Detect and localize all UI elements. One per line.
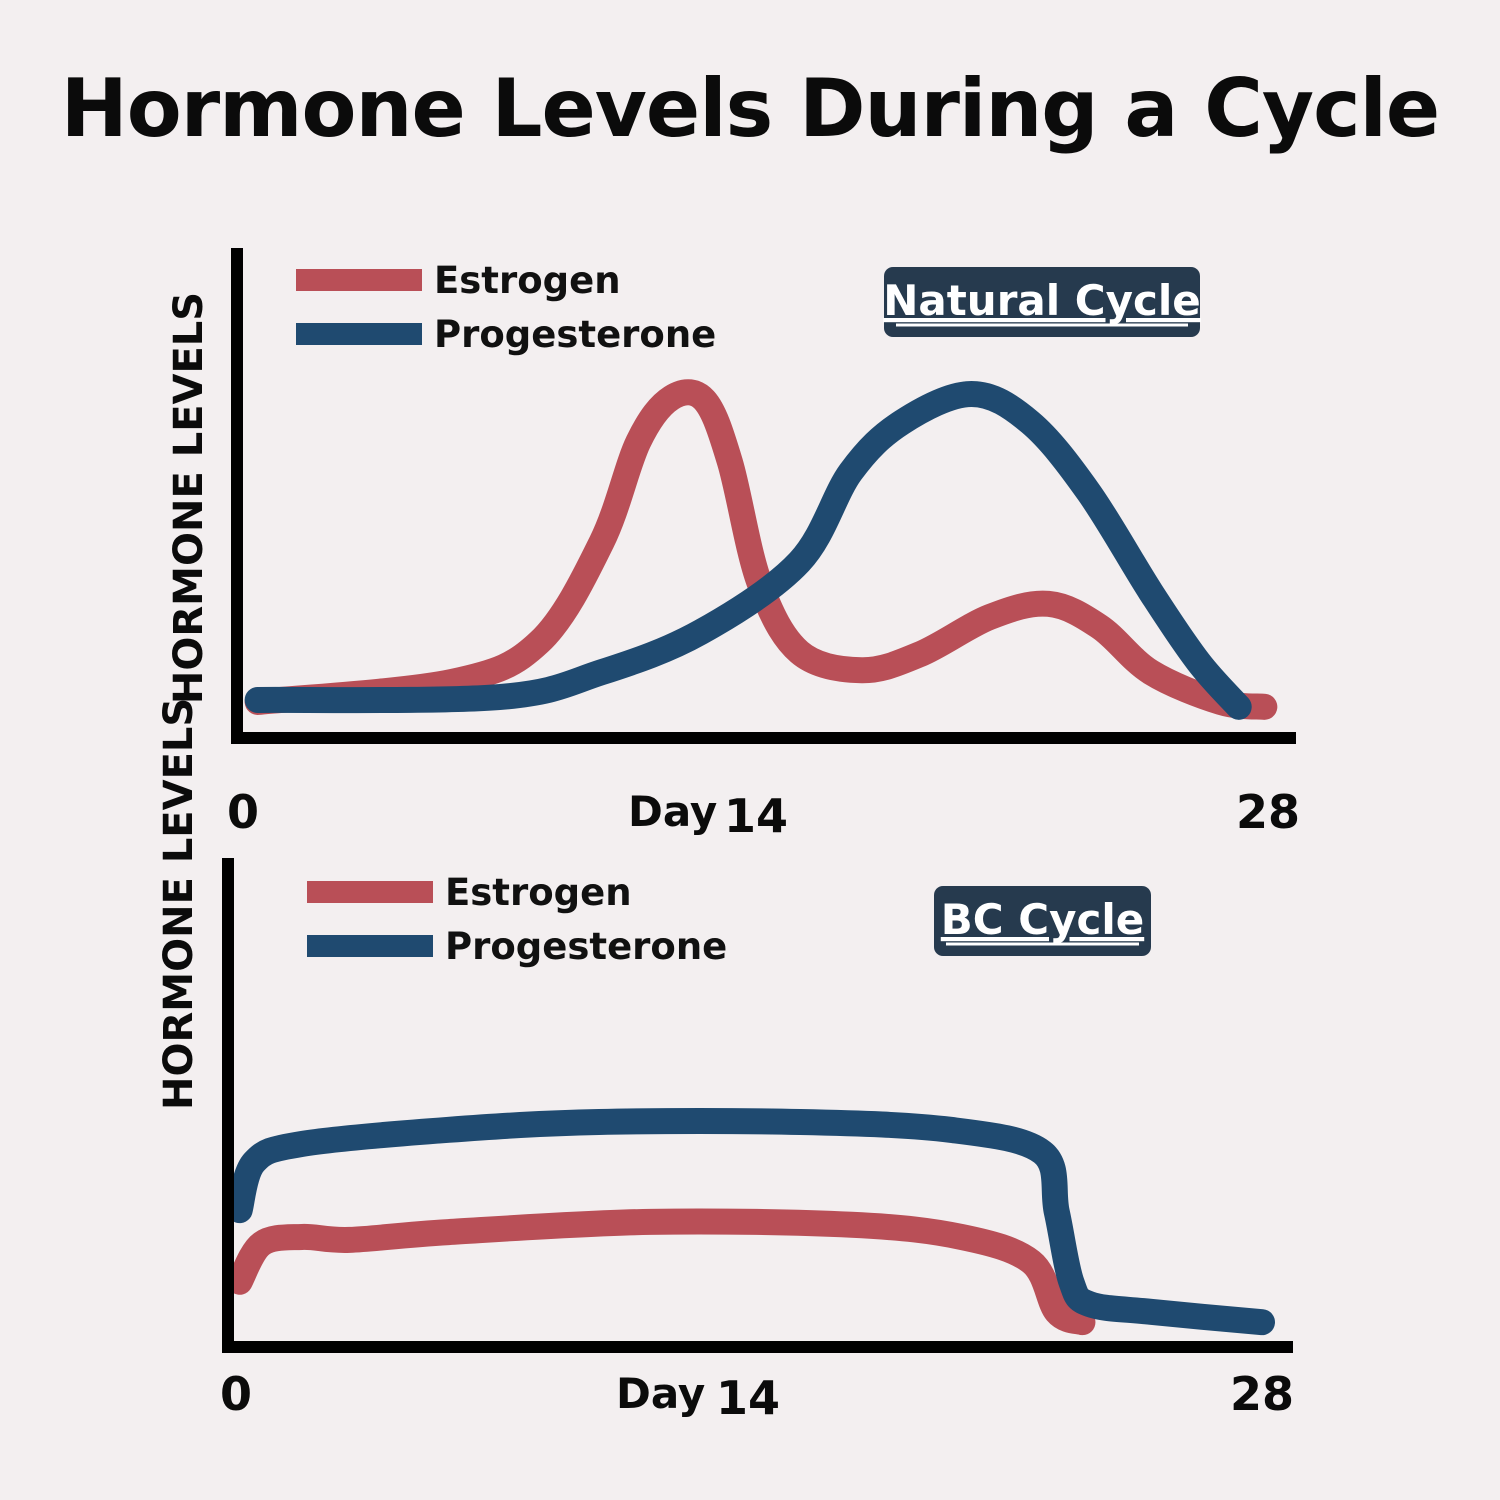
series-progesterone-line	[244, 381, 1252, 720]
page-title: Hormone Levels During a Cycle	[60, 62, 1440, 155]
chart-natural-cycle: HORMONE LEVELS Estrogen Progesterone Natura…	[166, 248, 1300, 843]
x-tick-label: 28	[1230, 1367, 1294, 1421]
y-axis-label: HORMONE LEVELS	[166, 292, 212, 704]
legend-swatch-progesterone	[296, 323, 422, 345]
series-estrogen-line	[226, 1208, 1096, 1336]
chart-bc-cycle: HORMONE LEVELS Estrogen Progesterone BC Cyc…	[156, 698, 1294, 1425]
legend-label-estrogen: Estrogen	[434, 259, 621, 302]
chart-badge-label: BC Cycle	[941, 895, 1144, 944]
x-tick-label: 0	[220, 1367, 252, 1421]
series-progesterone-line	[226, 1108, 1275, 1336]
y-axis-label: HORMONE LEVELS	[156, 698, 202, 1110]
chart-badge	[884, 267, 1200, 337]
legend-swatch-estrogen	[307, 881, 433, 903]
legend-label-estrogen: Estrogen	[445, 871, 632, 914]
chart-badge-label: Natural Cycle	[883, 276, 1201, 325]
legend-swatch-estrogen	[296, 269, 422, 291]
x-tick-label: 0	[227, 785, 259, 839]
chart-badge	[934, 886, 1151, 956]
x-tick-label: 14	[724, 789, 788, 843]
x-axis-label: Day	[616, 1369, 705, 1418]
series-estrogen-line	[244, 379, 1278, 720]
x-tick-label: 28	[1236, 785, 1300, 839]
legend-label-progesterone: Progesterone	[445, 925, 727, 968]
legend-label-progesterone: Progesterone	[434, 313, 716, 356]
legend-swatch-progesterone	[307, 935, 433, 957]
x-axis-label: Day	[628, 787, 717, 836]
x-tick-label: 14	[716, 1371, 780, 1425]
